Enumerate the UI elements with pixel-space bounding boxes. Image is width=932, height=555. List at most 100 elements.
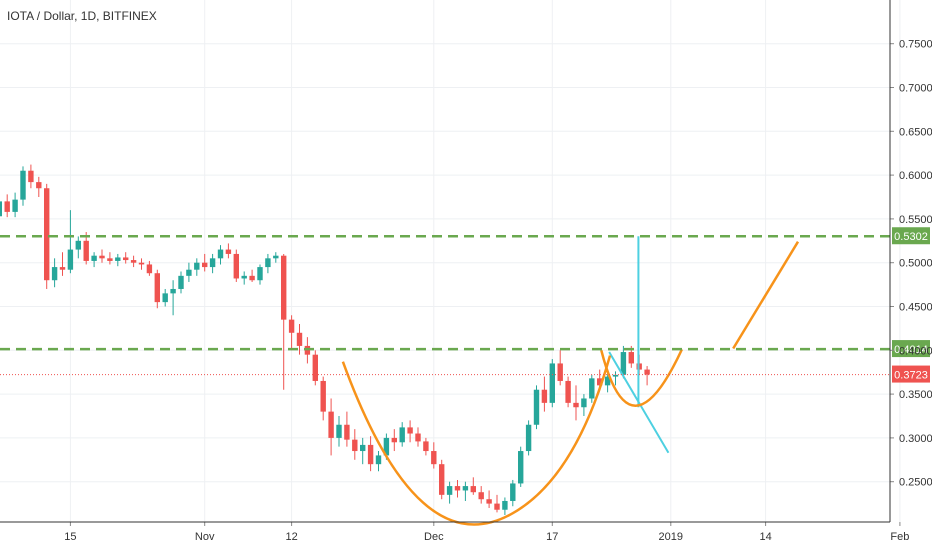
candle: [115, 253, 121, 267]
candle: [67, 210, 74, 274]
current-price-label: 0.3723: [894, 370, 928, 382]
candle-body: [67, 249, 74, 270]
candle-body: [352, 439, 358, 452]
candle-body: [170, 288, 176, 294]
candle: [170, 280, 176, 316]
candle-body: [462, 486, 469, 491]
candle-body: [107, 258, 113, 261]
candle: [367, 436, 374, 472]
candle-body: [565, 380, 571, 403]
candle: [265, 253, 271, 274]
candle-body: [20, 170, 26, 200]
drawings: [341, 236, 800, 526]
cup-curve: [341, 355, 612, 526]
candle: [154, 269, 160, 309]
candle: [20, 166, 26, 206]
candle-body: [581, 398, 587, 408]
x-tick-label: 17: [546, 531, 558, 543]
candle: [217, 245, 224, 265]
candle-body: [186, 269, 192, 276]
grid-lines: [0, 0, 901, 522]
candle: [107, 252, 113, 265]
candle: [573, 385, 579, 421]
candle: [454, 479, 461, 498]
candle-body: [589, 378, 595, 399]
candle: [644, 366, 650, 386]
candle: [281, 253, 287, 390]
candle: [407, 420, 413, 443]
candle-body: [241, 275, 247, 279]
candle-body: [391, 437, 397, 443]
candle-body: [209, 258, 216, 268]
candle: [336, 416, 342, 447]
candle-body: [99, 255, 105, 259]
y-tick-label: 0.7500: [899, 39, 932, 51]
candle: [249, 269, 255, 282]
candle-body: [423, 441, 429, 452]
candle: [581, 394, 587, 416]
candle-body: [4, 201, 10, 212]
level-label: 0.5302: [894, 231, 928, 243]
candle-body: [399, 427, 405, 443]
x-tick-label: Nov: [195, 531, 215, 543]
candle: [604, 372, 611, 393]
candle-body: [360, 444, 366, 452]
candle: [589, 374, 595, 403]
level-lines: 0.5302 0.4014 0.3723: [0, 227, 930, 383]
candle: [446, 481, 453, 504]
candle: [91, 252, 97, 268]
candle: [525, 420, 532, 456]
candle-body: [91, 255, 97, 261]
candle: [123, 252, 129, 264]
candle: [99, 249, 105, 263]
candle: [288, 315, 295, 351]
candle-body: [620, 352, 627, 375]
candle: [233, 249, 239, 282]
candle: [44, 183, 50, 289]
candle: [178, 271, 184, 294]
candle-body: [454, 486, 461, 491]
candle-body: [138, 262, 145, 265]
level-tag: [892, 340, 930, 358]
candle: [439, 459, 445, 500]
candle: [423, 437, 429, 456]
candle: [138, 258, 145, 270]
candle: [375, 451, 382, 472]
y-tick-label: 0.2500: [899, 477, 932, 489]
candle: [4, 194, 10, 218]
candle: [273, 252, 279, 263]
chart-title: IOTA / Dollar, 1D, BITFINEX: [7, 9, 157, 23]
candle-body: [51, 267, 58, 281]
candle: [502, 497, 508, 515]
candle-body: [604, 376, 611, 386]
candle: [470, 477, 476, 495]
candle: [518, 446, 524, 487]
candle: [0, 201, 3, 217]
candle: [486, 490, 492, 508]
candle-body: [494, 503, 500, 510]
candle: [28, 164, 34, 189]
candle: [431, 442, 437, 469]
candle-body: [644, 369, 650, 375]
candle-body: [628, 352, 634, 364]
x-tick-label: 14: [759, 531, 771, 543]
candle-body: [470, 486, 476, 493]
candle: [59, 252, 66, 276]
candle-body: [162, 293, 168, 303]
candle-body: [375, 455, 382, 465]
candle: [194, 258, 200, 276]
candle-body: [612, 374, 619, 377]
candle: [399, 422, 405, 447]
candle-body: [202, 262, 208, 268]
candle: [620, 345, 627, 379]
candle: [51, 258, 58, 288]
candle: [36, 176, 42, 197]
y-tick-label: 0.5500: [899, 214, 932, 226]
candle-body: [265, 258, 271, 268]
candle: [328, 398, 334, 456]
candle: [533, 385, 540, 430]
y-tick-label: 0.4000: [899, 345, 932, 357]
candle: [130, 255, 137, 268]
